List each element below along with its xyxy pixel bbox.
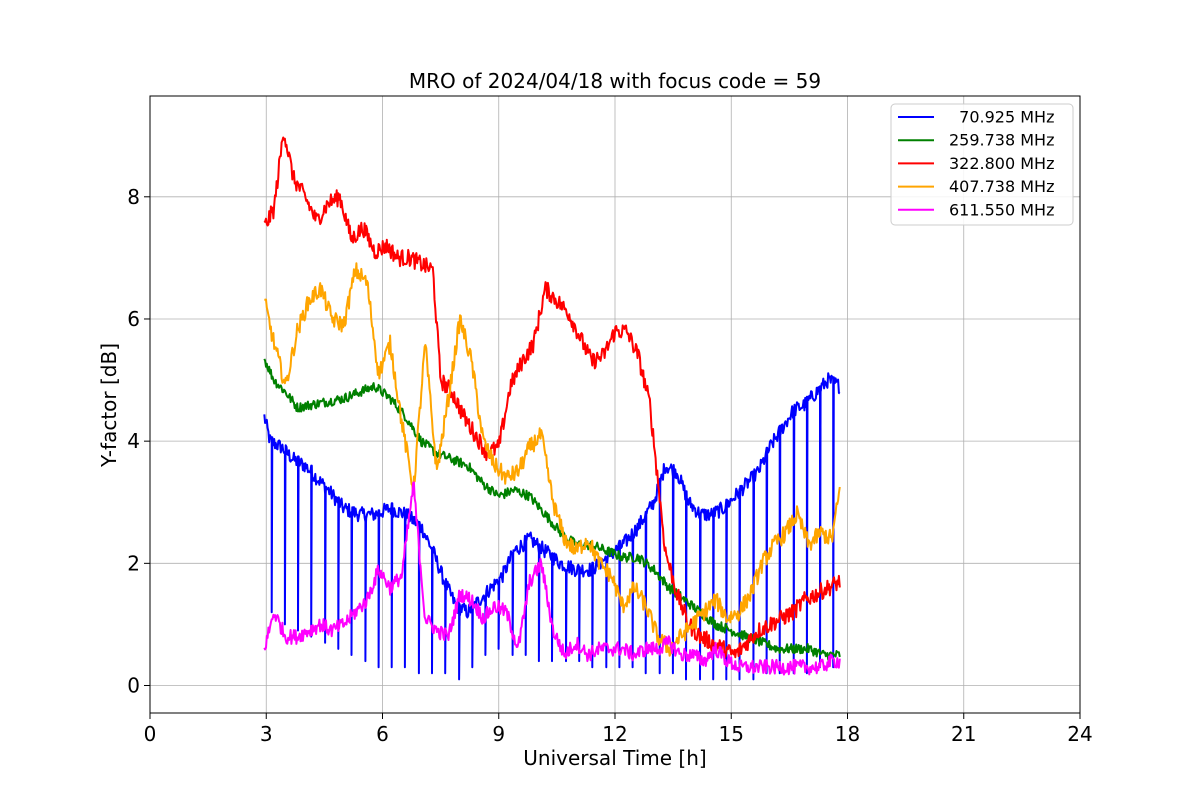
legend-label: 322.800 MHz	[949, 154, 1054, 173]
y-tick-label: 0	[127, 674, 140, 698]
series-line-0	[263, 372, 841, 681]
y-axis-label: Y-factor [dB]	[97, 343, 121, 468]
series-line-1	[263, 358, 841, 661]
y-tick-label: 2	[127, 551, 140, 575]
series-line-2	[263, 136, 841, 659]
legend-label: 611.550 MHz	[949, 200, 1054, 219]
x-tick-label: 21	[951, 722, 976, 746]
x-tick-label: 15	[719, 722, 744, 746]
series-line-4	[263, 481, 841, 676]
x-tick-label: 18	[835, 722, 860, 746]
y-tick-label: 6	[127, 307, 140, 331]
x-tick-label: 12	[602, 722, 627, 746]
x-tick-label: 24	[1067, 722, 1092, 746]
series-line-3	[264, 262, 841, 657]
x-axis-label: Universal Time [h]	[523, 746, 706, 770]
legend-box	[890, 103, 1074, 226]
x-tick-label: 0	[144, 722, 157, 746]
legend-label: 259.738 MHz	[949, 131, 1054, 150]
x-tick-label: 6	[376, 722, 389, 746]
legend-label: 407.738 MHz	[949, 177, 1054, 196]
legend: 70.925 MHz 259.738 MHz 322.800 MHz 407.738 …	[890, 103, 1074, 226]
chart-title: MRO of 2024/04/18 with focus code = 59	[409, 69, 821, 93]
x-tick-label: 9	[492, 722, 505, 746]
legend-label: 70.925 MHz	[949, 108, 1054, 127]
y-tick-label: 8	[127, 185, 140, 209]
y-tick-label: 4	[127, 429, 140, 453]
x-tick-label: 3	[260, 722, 273, 746]
series-layer	[263, 136, 841, 681]
